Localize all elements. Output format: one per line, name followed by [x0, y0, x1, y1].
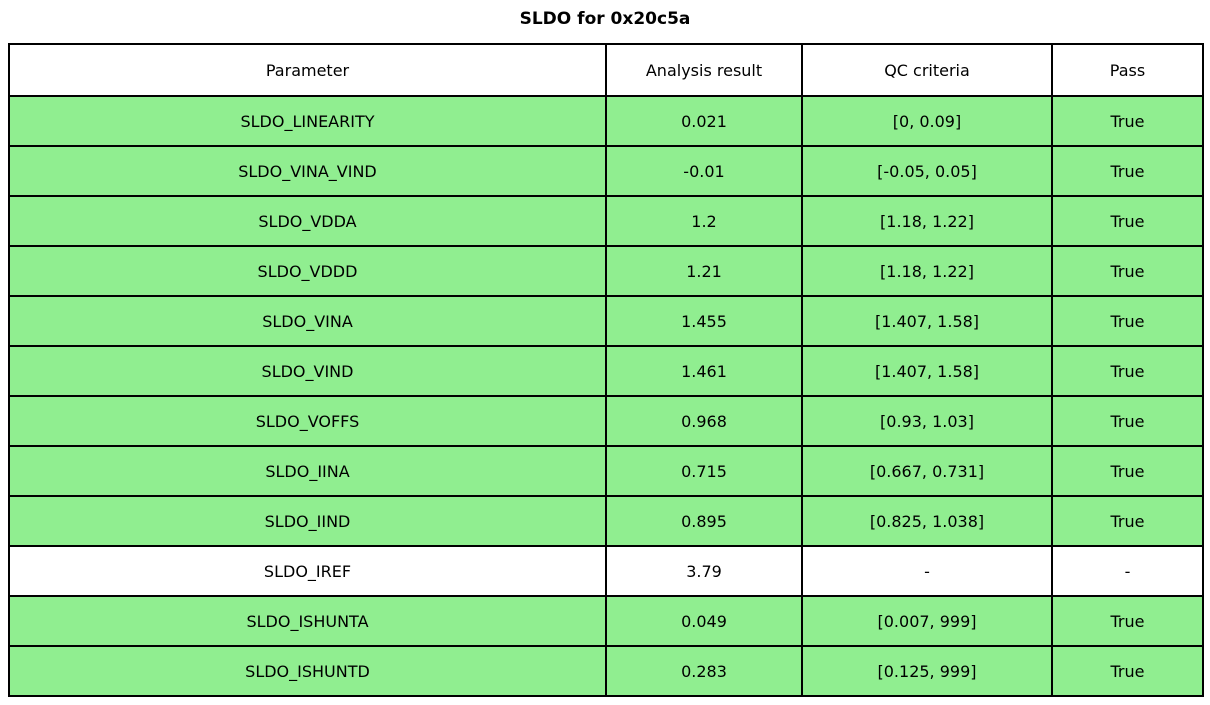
qc-results-table: Parameter Analysis result QC criteria Pa…: [8, 43, 1204, 697]
parameter-cell: SLDO_LINEARITY: [8, 95, 607, 147]
parameter-cell: SLDO_VINA_VIND: [8, 145, 607, 197]
result-cell: 0.968: [605, 395, 803, 447]
parameter-cell: SLDO_VOFFS: [8, 395, 607, 447]
criteria-cell: [0.125, 999]: [801, 645, 1053, 697]
parameter-cell: SLDO_VDDA: [8, 195, 607, 247]
table-body: SLDO_LINEARITY 0.021 [0, 0.09] True SLDO…: [8, 95, 1204, 697]
parameter-cell: SLDO_IINA: [8, 445, 607, 497]
table-row: SLDO_VOFFS 0.968 [0.93, 1.03] True: [8, 395, 1204, 447]
parameter-cell: SLDO_IIND: [8, 495, 607, 547]
column-header-analysis-result: Analysis result: [605, 43, 803, 97]
criteria-cell: [-0.05, 0.05]: [801, 145, 1053, 197]
pass-cell: True: [1051, 295, 1204, 347]
pass-cell: True: [1051, 445, 1204, 497]
table-row: SLDO_LINEARITY 0.021 [0, 0.09] True: [8, 95, 1204, 147]
parameter-cell: SLDO_ISHUNTD: [8, 645, 607, 697]
criteria-cell: [1.407, 1.58]: [801, 295, 1053, 347]
result-cell: 1.455: [605, 295, 803, 347]
table-row: SLDO_IIND 0.895 [0.825, 1.038] True: [8, 495, 1204, 547]
criteria-cell: [1.18, 1.22]: [801, 195, 1053, 247]
table-row: SLDO_ISHUNTA 0.049 [0.007, 999] True: [8, 595, 1204, 647]
pass-cell: True: [1051, 345, 1204, 397]
result-cell: 3.79: [605, 545, 803, 597]
table-row: SLDO_VDDA 1.2 [1.18, 1.22] True: [8, 195, 1204, 247]
result-cell: 0.021: [605, 95, 803, 147]
result-cell: 1.21: [605, 245, 803, 297]
pass-cell: True: [1051, 245, 1204, 297]
result-cell: 0.049: [605, 595, 803, 647]
pass-cell: True: [1051, 495, 1204, 547]
parameter-cell: SLDO_VDDD: [8, 245, 607, 297]
table-row: SLDO_IREF 3.79 - -: [8, 545, 1204, 597]
criteria-cell: [0.825, 1.038]: [801, 495, 1053, 547]
result-cell: 1.2: [605, 195, 803, 247]
criteria-cell: [1.18, 1.22]: [801, 245, 1053, 297]
page-title: SLDO for 0x20c5a: [519, 9, 691, 29]
parameter-cell: SLDO_ISHUNTA: [8, 595, 607, 647]
parameter-cell: SLDO_VINA: [8, 295, 607, 347]
table-row: SLDO_VIND 1.461 [1.407, 1.58] True: [8, 345, 1204, 397]
criteria-cell: [0.93, 1.03]: [801, 395, 1053, 447]
result-cell: 1.461: [605, 345, 803, 397]
table-row: SLDO_VINA 1.455 [1.407, 1.58] True: [8, 295, 1204, 347]
result-cell: 0.283: [605, 645, 803, 697]
pass-cell: True: [1051, 645, 1204, 697]
pass-cell: True: [1051, 395, 1204, 447]
column-header-qc-criteria: QC criteria: [801, 43, 1053, 97]
column-header-pass: Pass: [1051, 43, 1204, 97]
pass-cell: True: [1051, 595, 1204, 647]
header-row: Parameter Analysis result QC criteria Pa…: [8, 43, 1204, 97]
result-cell: 0.895: [605, 495, 803, 547]
table-row: SLDO_IINA 0.715 [0.667, 0.731] True: [8, 445, 1204, 497]
pass-cell: True: [1051, 195, 1204, 247]
parameter-cell: SLDO_IREF: [8, 545, 607, 597]
result-cell: -0.01: [605, 145, 803, 197]
pass-cell: True: [1051, 95, 1204, 147]
table-row: SLDO_VINA_VIND -0.01 [-0.05, 0.05] True: [8, 145, 1204, 197]
result-cell: 0.715: [605, 445, 803, 497]
criteria-cell: [1.407, 1.58]: [801, 345, 1053, 397]
criteria-cell: -: [801, 545, 1053, 597]
table-row: SLDO_VDDD 1.21 [1.18, 1.22] True: [8, 245, 1204, 297]
criteria-cell: [0.667, 0.731]: [801, 445, 1053, 497]
column-header-parameter: Parameter: [8, 43, 607, 97]
parameter-cell: SLDO_VIND: [8, 345, 607, 397]
pass-cell: True: [1051, 145, 1204, 197]
criteria-cell: [0.007, 999]: [801, 595, 1053, 647]
table-row: SLDO_ISHUNTD 0.283 [0.125, 999] True: [8, 645, 1204, 697]
criteria-cell: [0, 0.09]: [801, 95, 1053, 147]
pass-cell: -: [1051, 545, 1204, 597]
